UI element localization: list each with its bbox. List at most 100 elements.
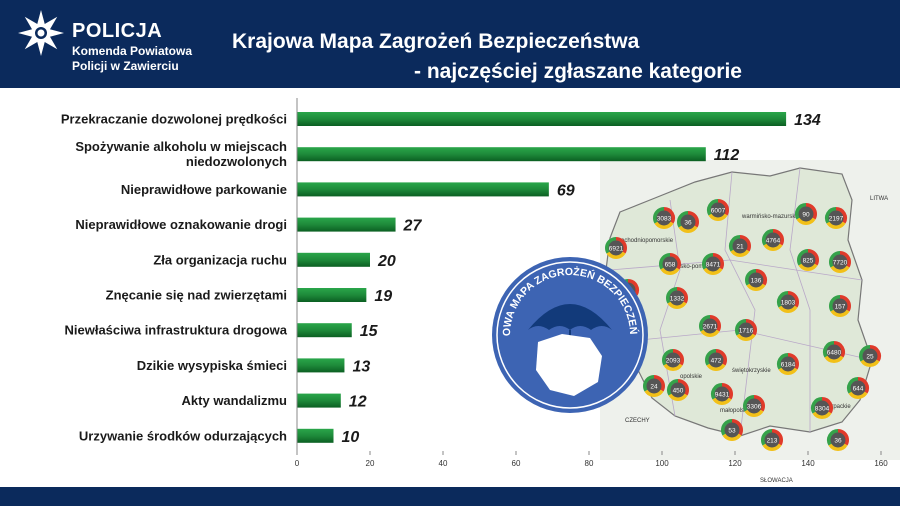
map-count-label: 4764 xyxy=(766,238,781,245)
bar xyxy=(297,428,334,443)
map-count-marker: 9431 xyxy=(711,383,733,405)
category-label: Dzikie wysypiska śmieci xyxy=(137,358,287,373)
map-region-label: kujawsko-pomorskie xyxy=(665,264,720,270)
map-region-label: CZECHY xyxy=(625,418,650,424)
page-subtitle: - najczęściej zgłaszane kategorie xyxy=(414,60,742,83)
bar-group: Znęcanie się nad zwierzętami 19 xyxy=(106,288,393,306)
category-label: Spożywanie alkoholu w miejscach niedozwol… xyxy=(75,139,287,169)
map-region-label: opolskie xyxy=(680,374,703,380)
x-tick-label: 0 xyxy=(295,459,300,468)
map-count-marker: 472 xyxy=(705,349,727,371)
bar xyxy=(297,288,367,302)
page-title: Krajowa Mapa Zagrożeń Bezpieczeństwa xyxy=(232,30,640,53)
map-count-marker: 21 xyxy=(729,235,751,257)
category-label: Znęcanie się nad zwierzętami xyxy=(106,288,287,303)
map-count-marker: 658 xyxy=(659,253,681,275)
value-label: 69 xyxy=(557,182,575,199)
police-star-logo-icon xyxy=(18,10,64,56)
map-count-marker: 2671 xyxy=(699,315,721,337)
bar xyxy=(297,323,352,338)
map-count-marker: 136 xyxy=(745,269,767,291)
map-count-marker: 6184 xyxy=(777,353,799,375)
map-count-marker: 7720 xyxy=(829,251,851,273)
map-count-label: 8471 xyxy=(706,262,721,269)
bar xyxy=(297,252,370,267)
umbrella-icon xyxy=(528,304,612,330)
map-count-marker: 6480 xyxy=(823,341,845,363)
bar-group: Zła organizacja ruchu 20 xyxy=(153,252,396,269)
bar-group: Nieprawidłowe oznakowanie drogi 27 xyxy=(75,217,422,235)
map-count-label: 658 xyxy=(665,262,676,269)
map-count-label: 25 xyxy=(866,354,874,361)
map-count-label: 6007 xyxy=(711,208,726,215)
map-count-marker: 3306 xyxy=(743,395,765,417)
bar-group: Akty wandalizmu 12 xyxy=(182,393,367,411)
value-label: 134 xyxy=(794,112,821,129)
map-count-label: 2093 xyxy=(666,358,681,365)
value-label: 12 xyxy=(349,394,367,411)
value-label: 10 xyxy=(342,429,360,446)
org-subtitle-line1: Komenda Powiatowa xyxy=(72,44,193,58)
org-subtitle-line2: Policji w Zawierciu xyxy=(72,59,179,73)
bar xyxy=(297,358,345,373)
map-region-label: zachodniopomorskie xyxy=(618,238,674,244)
x-tick-label: 140 xyxy=(801,459,815,468)
bar-group: Nieprawidłowe parkowanie 69 xyxy=(121,182,575,200)
footer-bar xyxy=(0,487,900,506)
map-count-label: 1716 xyxy=(739,328,754,335)
category-label: Zła organizacja ruchu xyxy=(153,252,287,267)
category-label: Nieprawidłowe oznakowanie drogi xyxy=(75,217,287,232)
map-count-marker: 157 xyxy=(829,295,851,317)
map-region-label: warmińsko-mazurskie xyxy=(741,214,801,220)
map-count-marker: 4764 xyxy=(762,229,784,251)
map-region-label: świętokrzyskie xyxy=(732,368,771,374)
map-count-marker: 8304 xyxy=(811,397,833,419)
map-count-label: 8304 xyxy=(815,406,830,413)
map-count-marker: 1332 xyxy=(666,287,688,309)
bar-group: Urzywanie środków odurzających 10 xyxy=(79,428,359,446)
value-label: 15 xyxy=(360,323,379,340)
map-count-label: 36 xyxy=(684,220,692,227)
map-count-marker: 2197 xyxy=(825,207,847,229)
category-label: Nieprawidłowe parkowanie xyxy=(121,182,287,197)
x-tick-label: 60 xyxy=(512,459,521,468)
value-label: 13 xyxy=(352,358,370,375)
category-label: Niewłaściwa infrastruktura drogowa xyxy=(64,323,287,338)
map-count-label: 24 xyxy=(650,384,658,391)
map-count-label: 136 xyxy=(751,278,762,285)
map-count-label: 3083 xyxy=(657,216,672,223)
map-count-label: 825 xyxy=(803,258,814,265)
map-count-marker: 3083 xyxy=(653,207,675,229)
map-count-label: 644 xyxy=(853,386,864,393)
map-count-label: 90 xyxy=(802,212,810,219)
bars-layer: Przekraczanie dozwolonej prędkości 134 Spo… xyxy=(61,112,821,446)
map-region-label: SŁOWACJA xyxy=(760,478,793,484)
map-count-marker: 2093 xyxy=(662,349,684,371)
x-tick-label: 20 xyxy=(366,459,375,468)
org-name: POLICJA xyxy=(72,20,163,42)
value-label: 20 xyxy=(377,253,396,270)
bar xyxy=(297,217,396,232)
poland-silhouette-icon xyxy=(536,334,602,396)
map-count-marker: 825 xyxy=(797,249,819,271)
x-tick-label: 160 xyxy=(874,459,888,468)
header-banner: POLICJA Komenda Powiatowa Policji w Zawi… xyxy=(0,0,900,88)
map-region-label: podkarpackie xyxy=(815,404,851,410)
map-count-label: 213 xyxy=(767,438,778,445)
bar-group: Niewłaściwa infrastruktura drogowa 15 xyxy=(64,323,378,341)
map-count-marker: 1803 xyxy=(777,291,799,313)
x-axis: 0 20 40 60 80 100 120 140 160 xyxy=(295,98,888,468)
value-label: 27 xyxy=(403,218,423,235)
map-count-label: 3306 xyxy=(747,404,762,411)
map-region-label: małopolskie xyxy=(720,408,752,414)
map-count-label: 6184 xyxy=(781,362,796,369)
category-label: Akty wandalizmu xyxy=(182,393,288,408)
map-count-label: 1332 xyxy=(670,296,685,303)
category-label: Przekraczanie dozwolonej prędkości xyxy=(61,112,287,127)
x-tick-label: 80 xyxy=(585,459,594,468)
map-region-labels: zachodniopomorskie warmińsko-mazurskie k… xyxy=(618,196,888,484)
map-count-label: 6921 xyxy=(609,246,624,253)
category-label: Urzywanie środków odurzających xyxy=(79,428,287,443)
map-count-label: 7720 xyxy=(833,260,848,267)
map-count-label: 157 xyxy=(835,304,846,311)
